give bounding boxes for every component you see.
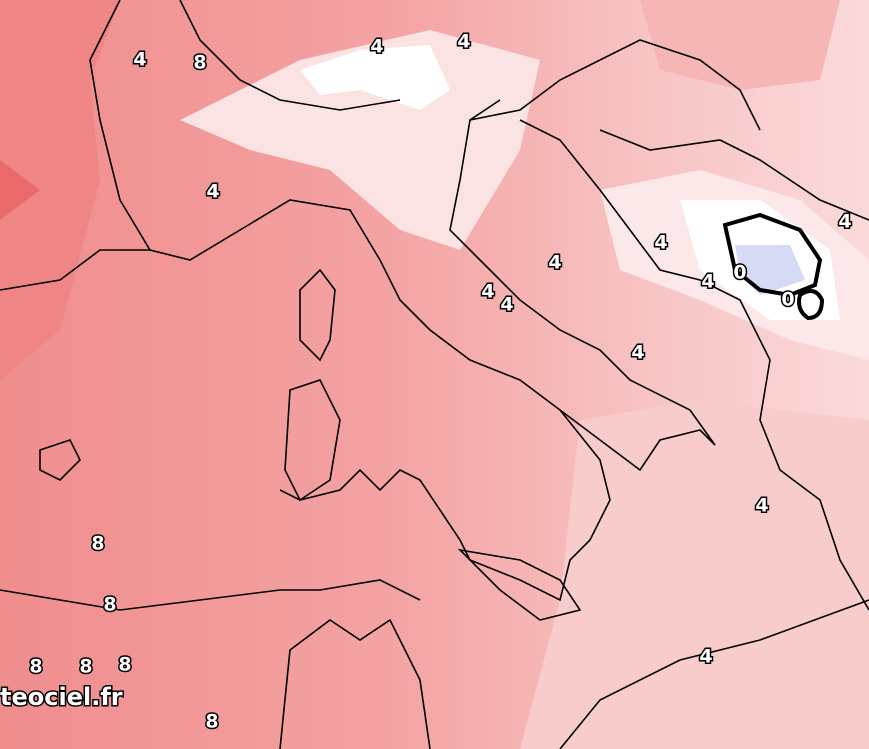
border bbox=[179, 0, 401, 111]
coastline bbox=[279, 409, 611, 602]
contour-label: 4 bbox=[457, 31, 470, 53]
border bbox=[469, 39, 761, 131]
contour-label: 4 bbox=[654, 232, 667, 254]
contour-label: 8 bbox=[205, 711, 218, 733]
coastline bbox=[279, 618, 431, 749]
cold-zone bbox=[300, 45, 450, 110]
coastline bbox=[0, 579, 421, 611]
contour-label: 8 bbox=[118, 654, 131, 676]
border bbox=[0, 249, 150, 291]
contour-label: 8 bbox=[79, 656, 92, 678]
contour-label: 0 bbox=[733, 262, 746, 284]
contour-label: 8 bbox=[103, 594, 116, 616]
coastline bbox=[519, 119, 869, 611]
island bbox=[284, 379, 341, 502]
contour-label: 4 bbox=[838, 211, 851, 233]
contour-label: 4 bbox=[755, 495, 768, 517]
watermark: teociel.fr bbox=[0, 683, 123, 711]
contour-label: 4 bbox=[701, 271, 714, 293]
contour-label: 4 bbox=[370, 36, 383, 58]
contour-label: 8 bbox=[193, 52, 206, 74]
coastline bbox=[559, 599, 869, 749]
isotherm bbox=[797, 289, 825, 321]
island bbox=[39, 439, 81, 481]
cool-zone bbox=[180, 30, 540, 250]
contour-label: 4 bbox=[206, 181, 219, 203]
contour-label: 4 bbox=[500, 294, 513, 316]
isotherm bbox=[722, 212, 823, 298]
contour-label: 4 bbox=[133, 49, 146, 71]
border bbox=[599, 129, 869, 221]
contour-label: 8 bbox=[91, 533, 104, 555]
contour-label: 0 bbox=[781, 289, 794, 311]
contour-label: 8 bbox=[29, 656, 42, 678]
mild-zone bbox=[640, 0, 840, 90]
contour-label: 4 bbox=[631, 342, 644, 364]
warm-zone bbox=[0, 160, 40, 220]
coastline bbox=[89, 0, 716, 472]
contour-label: 4 bbox=[699, 646, 712, 668]
contour-label: 4 bbox=[481, 281, 494, 303]
contour-labels: 4 8 4 4 4 4 4 4 4 4 4 0 0 4 4 8 8 8 8 8 … bbox=[28, 29, 853, 734]
island bbox=[457, 548, 582, 621]
island bbox=[299, 268, 336, 362]
contour-label: 4 bbox=[548, 252, 561, 274]
